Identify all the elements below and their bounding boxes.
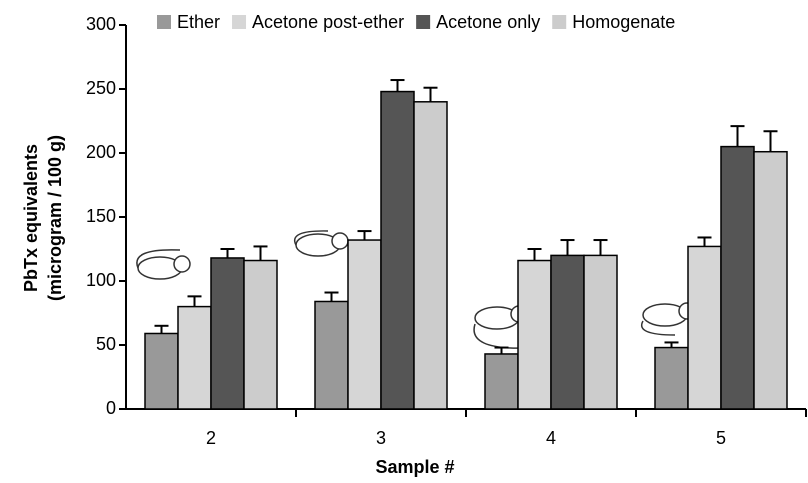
y-tick-label: 50 [96, 334, 116, 354]
legend-swatch [416, 15, 431, 29]
legend-swatch [157, 15, 171, 29]
bar [314, 300, 349, 410]
legend-label: Ether [177, 12, 220, 32]
bar [177, 305, 212, 410]
bar [347, 239, 382, 410]
y-tick-label: 150 [86, 206, 116, 226]
x-tick-label: 5 [716, 428, 726, 448]
error-bar [154, 324, 169, 334]
error-bar [730, 125, 745, 147]
y-tick-label: 0 [106, 398, 116, 418]
bar [484, 353, 519, 410]
bar [380, 90, 415, 410]
bar [413, 101, 448, 410]
y-tick-label: 250 [86, 78, 116, 98]
bar [687, 245, 722, 410]
bar [210, 257, 245, 410]
bar [753, 150, 788, 410]
error-bar [664, 341, 679, 348]
error-bar [560, 239, 575, 256]
bar [517, 259, 552, 410]
x-tick-label: 4 [546, 428, 556, 448]
error-bar [494, 346, 509, 354]
y-tick-label: 100 [86, 270, 116, 290]
y-tick-label: 200 [86, 142, 116, 162]
legend-swatch [232, 15, 247, 29]
error-bar [527, 248, 542, 261]
legend-label: Homogenate [572, 12, 675, 32]
error-bar [324, 291, 339, 302]
error-bar [220, 248, 235, 258]
bar [243, 259, 278, 410]
error-bar [253, 245, 268, 261]
y-axis-label: PbTx equivalents [21, 144, 41, 292]
legend-label: Acetone only [436, 12, 540, 32]
x-axis-label: Sample # [375, 457, 454, 477]
error-bar [390, 79, 405, 92]
error-bar [357, 230, 372, 241]
legend-swatch [552, 15, 567, 29]
mouse-icon [136, 230, 696, 349]
bar [583, 254, 618, 410]
bar [654, 346, 689, 410]
y-axis-label: (microgram / 100 g) [45, 135, 65, 301]
error-bar [423, 86, 438, 102]
error-bar [187, 295, 202, 307]
x-tick-label: 3 [376, 428, 386, 448]
error-bar [697, 236, 712, 247]
legend-label: Acetone post-ether [252, 12, 404, 32]
y-tick-label: 300 [86, 14, 116, 34]
error-bar [763, 130, 778, 152]
bar [720, 145, 755, 410]
error-bar [593, 239, 608, 256]
bar [550, 254, 585, 410]
x-tick-label: 2 [206, 428, 216, 448]
bar [144, 332, 179, 410]
